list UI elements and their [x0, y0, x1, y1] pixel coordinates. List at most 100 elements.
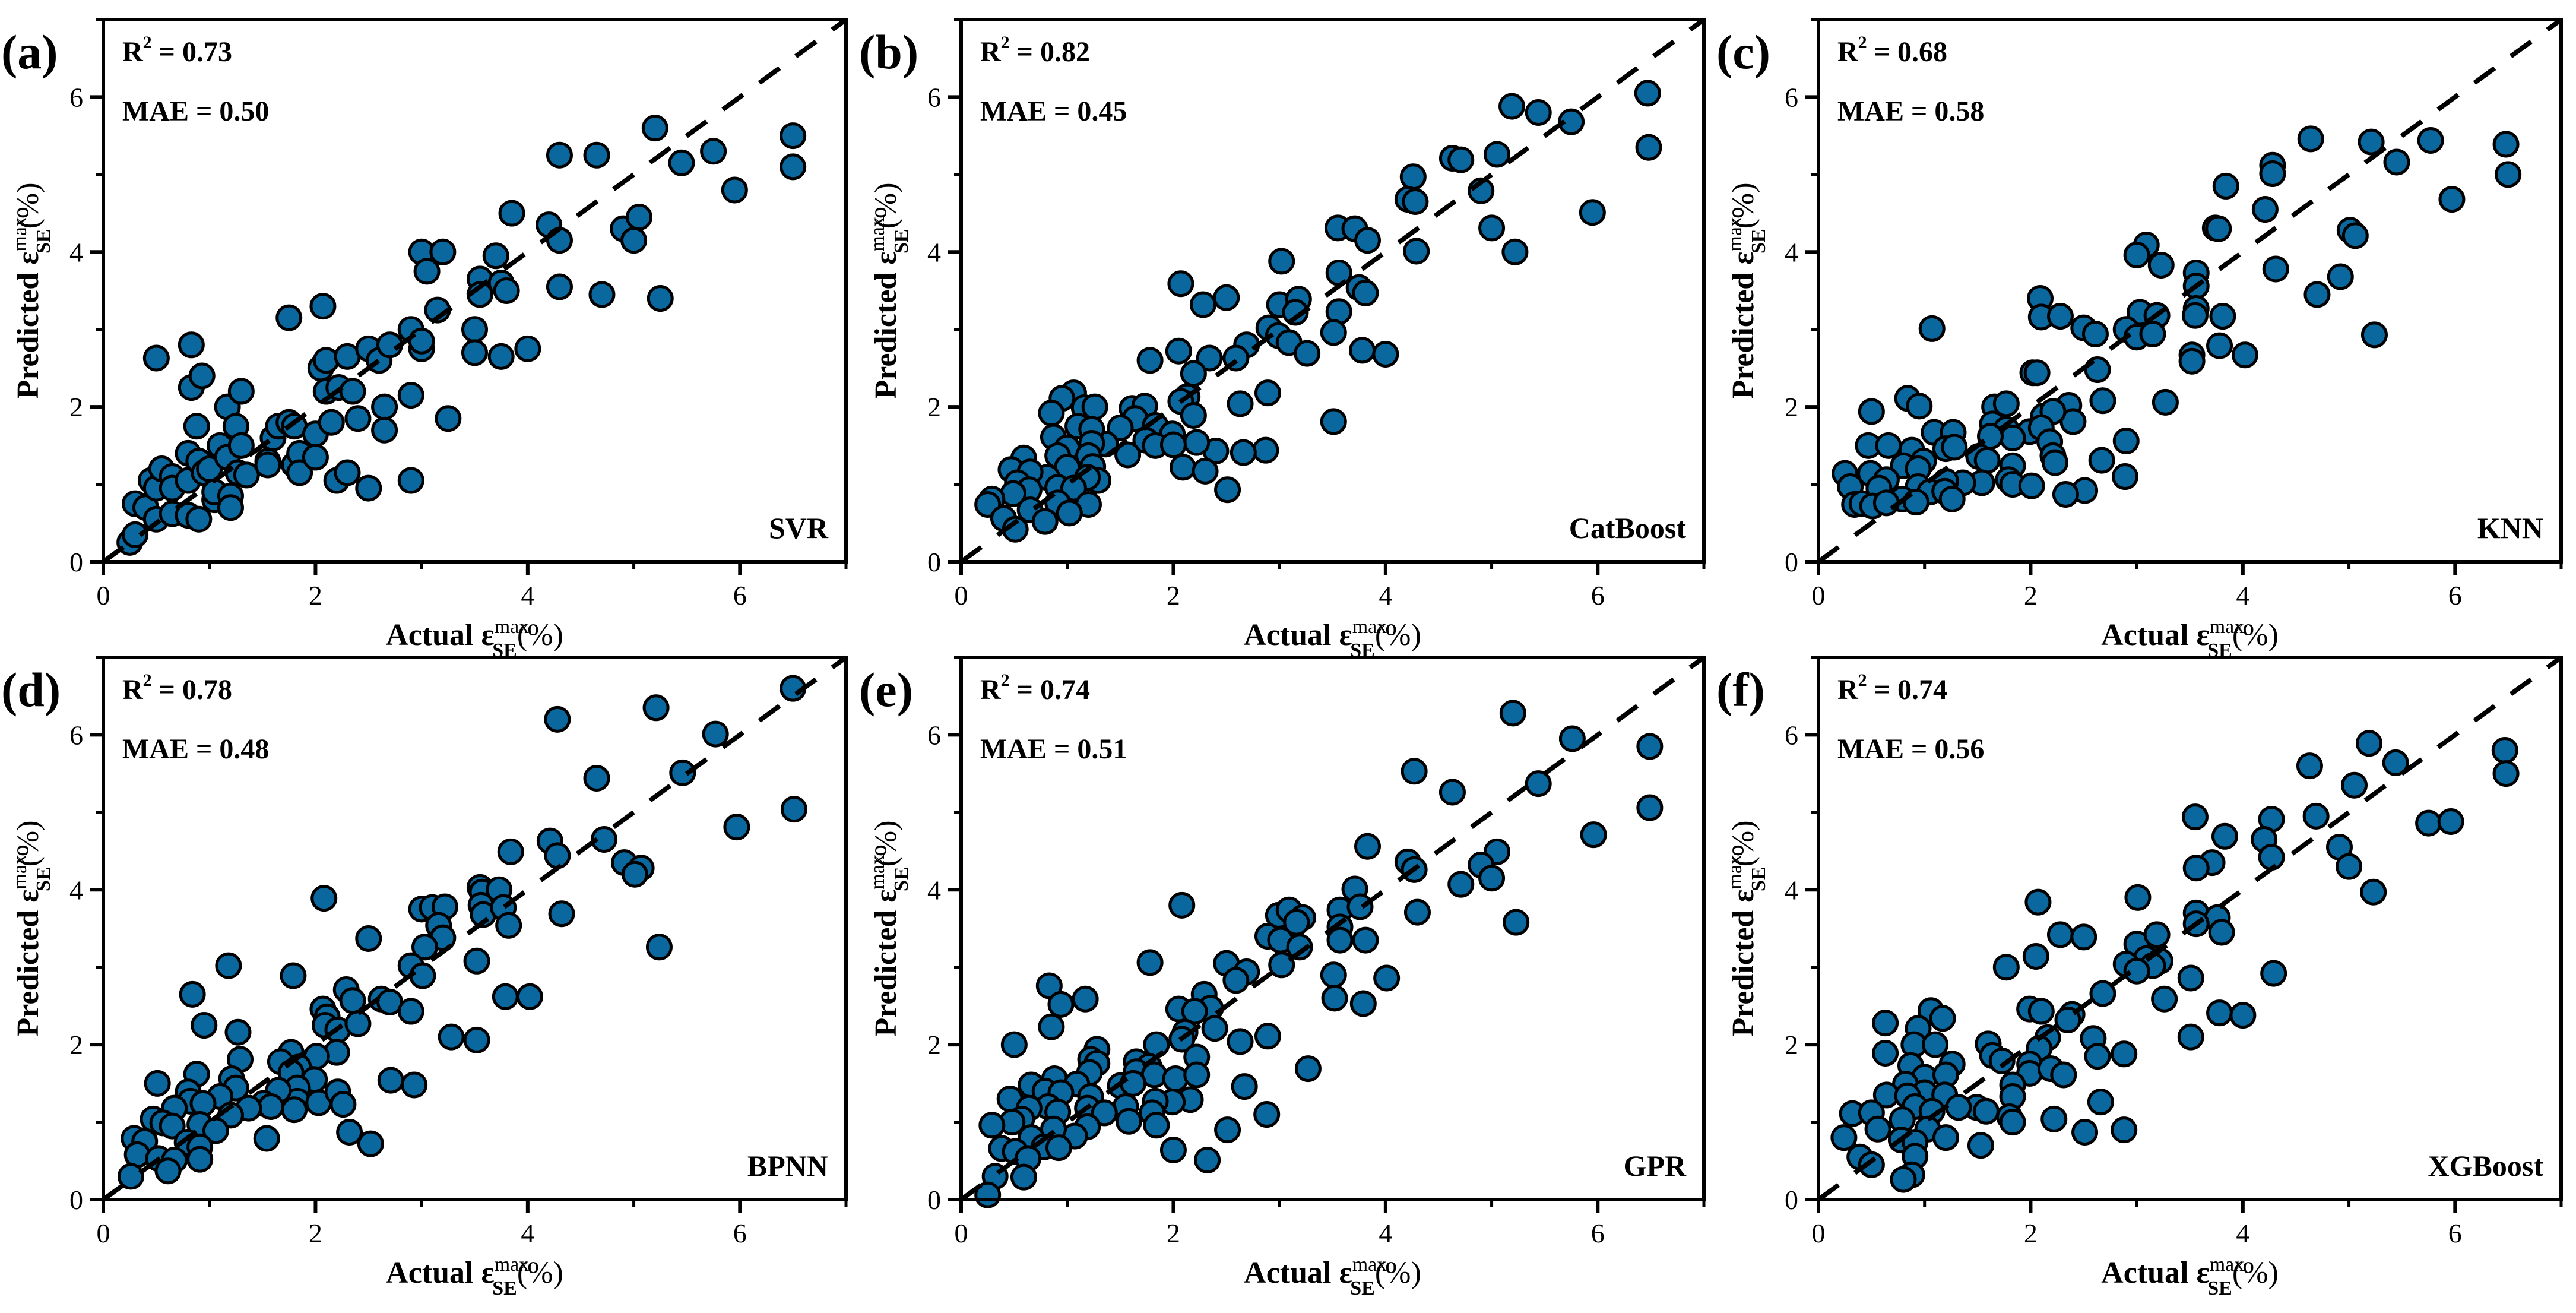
data-point — [1035, 972, 1063, 999]
data-point — [2018, 472, 2045, 499]
data-point — [1872, 489, 1900, 517]
data-point — [1254, 379, 1281, 407]
reference-line-y-equals-x — [959, 17, 1706, 564]
data-point — [1162, 1065, 1189, 1093]
x-tick-label: 6 — [1591, 580, 1605, 610]
data-point — [1499, 700, 1526, 727]
data-point — [2087, 1089, 2114, 1116]
data-point — [2050, 1061, 2077, 1089]
data-point — [1634, 80, 1661, 107]
axis-label-superscript: max — [1352, 616, 1387, 638]
axis-label-superscript: max — [1724, 217, 1746, 252]
data-point — [2297, 125, 2324, 153]
data-point — [647, 285, 674, 312]
data-point — [588, 281, 616, 308]
reference-line-y-equals-x — [1817, 17, 2563, 564]
y-tick-label: 6 — [1785, 720, 1798, 750]
data-point — [1294, 340, 1321, 367]
data-point — [411, 934, 439, 961]
axis-label-superscript: max — [9, 217, 31, 252]
axis-label-symbol: ε — [2197, 618, 2210, 652]
data-point — [546, 141, 573, 169]
data-point — [482, 242, 509, 270]
r2-symbol: R — [980, 36, 1002, 68]
r2-symbol: R — [122, 674, 144, 705]
data-point — [1636, 794, 1664, 821]
data-point — [377, 1067, 404, 1094]
data-point — [702, 720, 729, 748]
data-point — [2151, 985, 2178, 1013]
data-point — [2089, 980, 2116, 1007]
data-point — [1372, 340, 1399, 368]
data-point — [1165, 337, 1192, 365]
y-tick-label: 6 — [69, 82, 83, 112]
data-point — [2251, 196, 2279, 223]
x-tick-label: 2 — [309, 580, 322, 610]
data-point — [2358, 128, 2385, 156]
y-tick-label: 4 — [927, 875, 941, 905]
axis-label-prefix: Predicted — [1726, 265, 1760, 399]
axis-label-unit: (%) — [2232, 618, 2279, 652]
data-point — [645, 934, 673, 961]
data-point — [1932, 1124, 1959, 1151]
axis-label-unit: (%) — [1726, 182, 1760, 229]
data-point — [2139, 321, 2166, 348]
data-point — [2023, 359, 2051, 387]
data-point — [302, 444, 329, 471]
data-point — [2417, 126, 2444, 154]
data-point — [1918, 315, 1946, 342]
axis-label-unit: (%) — [2232, 1256, 2279, 1290]
data-point — [1941, 434, 1968, 461]
data-point — [224, 1018, 252, 1046]
data-point — [1558, 725, 1586, 752]
r2-annotation: R2 = 0.68 — [1837, 33, 1947, 68]
data-point — [620, 227, 648, 254]
data-point — [1159, 1137, 1187, 1164]
axis-label-subscript: SE — [891, 229, 912, 254]
data-point — [371, 393, 398, 420]
data-point — [723, 814, 750, 841]
data-point — [2259, 160, 2286, 188]
axis-label-unit: (%) — [517, 618, 563, 652]
data-point — [1922, 1031, 1949, 1058]
data-point — [978, 1112, 1006, 1139]
axis-label-prefix: Predicted — [11, 903, 45, 1037]
axis-label-unit: (%) — [11, 820, 45, 866]
data-point — [1213, 284, 1240, 311]
axis-label-prefix: Predicted — [869, 265, 903, 399]
axis-label-symbol: ε — [11, 890, 45, 903]
y-axis-label: Predicted εmaxSE(%) — [1724, 820, 1770, 1036]
data-point — [1579, 199, 1606, 226]
data-point — [1038, 1013, 1065, 1040]
r2-superscript: 2 — [1001, 33, 1010, 52]
x-tick-label: 2 — [309, 1218, 322, 1248]
data-point — [1227, 1028, 1254, 1055]
model-name: GPR — [1623, 1149, 1686, 1182]
data-point — [227, 378, 255, 405]
data-point — [1830, 1124, 1858, 1151]
data-point — [280, 962, 307, 989]
data-point — [1056, 499, 1083, 527]
data-point — [336, 1119, 363, 1146]
r2-value: = 0.73 — [152, 36, 232, 68]
data-point — [2022, 942, 2049, 970]
axis-label-prefix: Actual — [386, 618, 481, 652]
data-point — [438, 1023, 465, 1051]
r2-value: = 0.82 — [1010, 36, 1090, 68]
data-point — [2360, 321, 2388, 349]
data-point — [2206, 332, 2233, 359]
y-tick-label: 0 — [1785, 1185, 1798, 1215]
y-tick-label: 4 — [927, 237, 941, 267]
data-point — [2027, 998, 2055, 1025]
y-axis-label: Predicted εmaxSE(%) — [1724, 182, 1770, 398]
data-point — [2302, 802, 2330, 830]
data-point — [154, 1157, 182, 1185]
data-point — [2495, 161, 2522, 188]
data-point — [1875, 432, 1902, 459]
axis-label-unit: (%) — [517, 1256, 563, 1290]
data-point — [2360, 878, 2387, 906]
data-point — [487, 343, 515, 370]
data-point — [591, 826, 618, 853]
